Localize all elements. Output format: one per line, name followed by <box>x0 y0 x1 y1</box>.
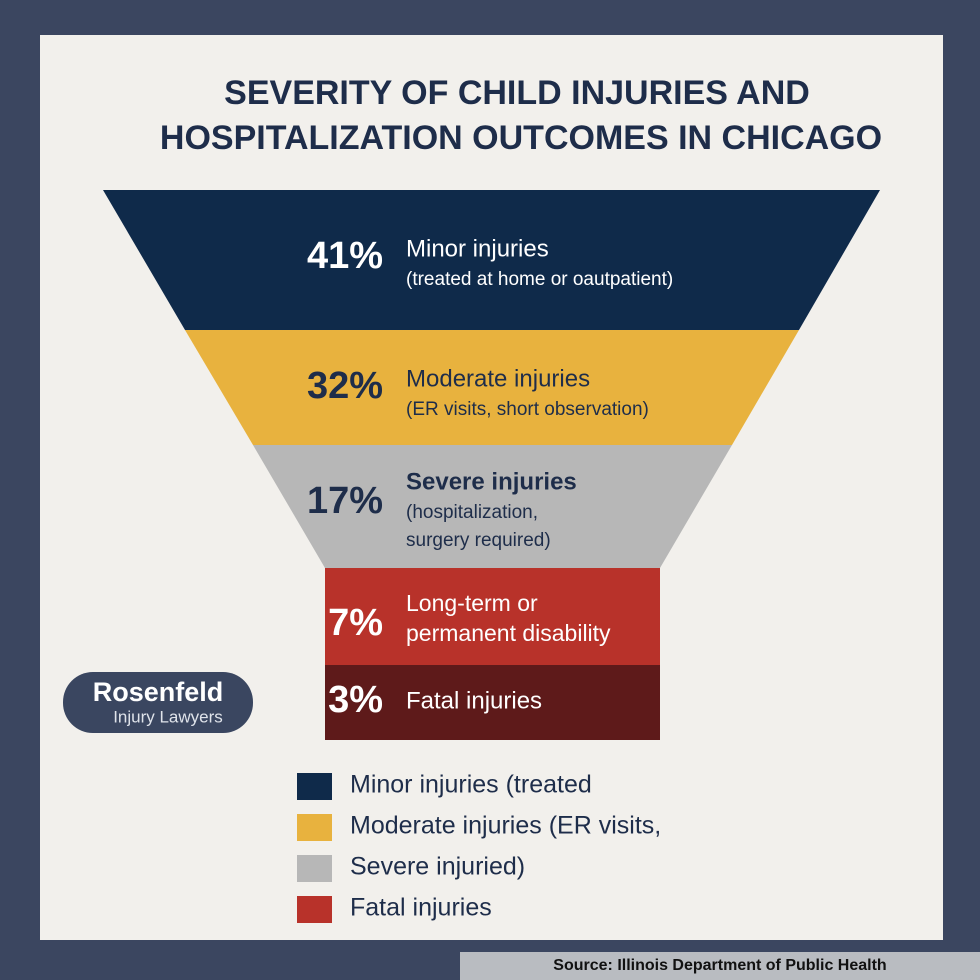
funnel-segment <box>185 330 799 445</box>
segment-label: Minor injuries <box>406 235 549 262</box>
funnel-segment <box>325 568 660 665</box>
legend-swatch <box>297 896 332 923</box>
chart-title: SEVERITY OF CHILD INJURIES AND <box>224 74 810 112</box>
segment-detail: (treated at home or oautpatient) <box>406 269 673 290</box>
value-label: 41% <box>307 235 383 277</box>
funnel-segment <box>103 190 880 330</box>
value-label: 7% <box>328 602 383 644</box>
logo-badge <box>63 672 253 733</box>
value-label: 17% <box>307 480 383 522</box>
segment-label: Fatal injuries <box>406 687 542 714</box>
logo-tagline: Injury Lawyers <box>113 707 223 726</box>
segment-detail: (ER visits, short observation) <box>406 399 649 420</box>
legend-label: Severe injuried) <box>350 853 525 881</box>
legend-swatch <box>297 855 332 882</box>
legend-swatch <box>297 814 332 841</box>
legend: Minor injuries (treated Moderate injuries… <box>297 771 661 923</box>
chart-title: HOSPITALIZATION OUTCOMES IN CHICAGO <box>160 119 882 157</box>
funnel-segment <box>253 445 732 568</box>
value-label: 3% <box>328 679 383 721</box>
source-box <box>460 952 980 980</box>
segment-label: Moderate injuries <box>406 365 590 392</box>
legend-label: Minor injuries (treated <box>350 771 592 799</box>
logo-name: Rosenfeld <box>93 677 224 707</box>
segment-detail: surgery required) <box>406 530 551 551</box>
segment-detail: permanent disability <box>406 620 611 646</box>
segment-label: Long-term or <box>406 590 538 616</box>
legend-label: Fatal injuries <box>350 894 492 922</box>
segment-label: Severe injuries <box>406 468 577 495</box>
segment-detail: (hospitalization, <box>406 502 538 523</box>
value-label: 32% <box>307 365 383 407</box>
funnel-segment <box>325 665 660 740</box>
legend-swatch <box>297 773 332 800</box>
legend-label: Moderate injuries (ER visits, <box>350 812 661 840</box>
source: Source: Illinois Department of Public He… <box>553 957 886 974</box>
funnel: 41% Minor injuries (treated at home or oau… <box>103 190 880 740</box>
